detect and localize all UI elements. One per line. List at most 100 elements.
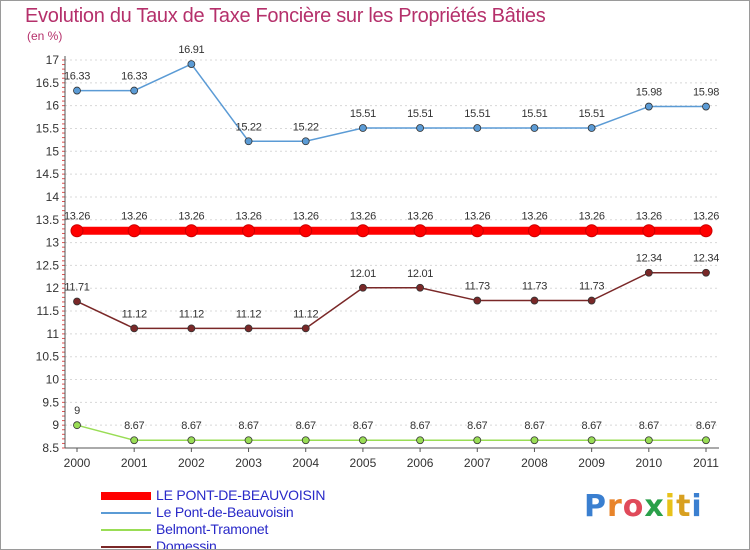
chart-title: Evolution du Taux de Taxe Foncière sur l… [25,5,546,27]
data-label: 12.01 [407,268,433,280]
x-tick-label: 2003 [235,456,262,470]
series-group: 16.33 16.33 16.91 15.22 15.22 15.51 15.51 15.51… [64,44,719,445]
proxiti-logo-letter: o [622,489,645,524]
y-tick-label: 9 [52,418,59,432]
y-tick-label: 12.5 [36,258,60,272]
legend-label: Le Pont-de-Beauvoisin [156,504,294,520]
series-line [76,424,706,441]
data-point [413,224,427,238]
x-tick-label: 2004 [292,456,319,470]
grid [65,59,719,449]
x-tick-label: 2007 [464,456,491,470]
x-tick-label: 2011 [693,456,719,470]
data-point [127,224,141,238]
data-point [416,124,424,132]
y-tick-label: 12 [46,281,60,295]
data-point [130,86,139,95]
data-point [699,224,713,238]
data-point [73,86,81,95]
data-label: 15.51 [407,108,433,120]
data-point [530,124,539,132]
legend-swatch-red [101,491,151,500]
data-label: 13.26 [350,211,376,223]
data-label: 13.26 [407,211,433,223]
legend-swatch-green [101,528,151,531]
data-point [644,102,653,111]
data-label: 8.67 [582,420,602,432]
data-point [530,296,539,305]
y-axis-ticks: 8.5 9 9.5 10 10.5 11 11.5 12 12.5 13 13.5 14 14.5 15 1… [36,53,60,455]
data-label: 11.12 [293,308,318,320]
legend-label: Belmont-Tramonet [156,521,269,537]
data-point [184,224,198,238]
legend-item-le-pont-de-beauvoisin-commune: LE PONT-DE-BEAUVOISIN [101,487,421,504]
data-point [244,436,253,445]
data-point [299,224,313,238]
data-label: 11.73 [522,281,547,293]
data-label: 11.71 [64,281,89,293]
y-tick-label: 14.5 [36,167,60,181]
data-label: 13.26 [464,211,490,223]
data-point [702,102,710,111]
proxiti-logo-letter: P [584,489,607,524]
legend-item-domessin: Domessin [101,538,421,550]
data-label: 13.26 [236,211,262,223]
data-label: 8.67 [410,420,430,432]
data-point [301,324,310,333]
data-label: 15.98 [693,87,719,99]
legend-swatch-blue [101,511,151,514]
x-tick-label: 2002 [178,456,205,470]
data-label: 8.67 [238,420,258,432]
data-label: 16.33 [121,71,147,83]
data-label: 11.73 [465,281,490,293]
data-label: 15.98 [636,87,662,99]
data-label: 15.51 [350,108,376,120]
data-point [587,296,596,305]
data-point [244,324,253,333]
data-point [359,436,367,445]
y-tick-label: 11.5 [37,304,60,318]
y-tick-label: 16.5 [36,76,60,90]
data-label: 13.26 [178,211,204,223]
data-label: 13.26 [293,211,319,223]
data-point [642,224,656,238]
proxiti-logo-letter: x [644,489,665,524]
legend-label: Domessin [156,538,217,550]
data-label: 8.67 [467,420,487,432]
data-label: 15.51 [521,108,547,120]
data-point [585,224,599,238]
data-point [473,296,482,305]
data-point [527,224,541,238]
data-label: 11.73 [579,281,604,293]
data-label: 13.26 [121,211,147,223]
data-point [473,436,482,445]
x-tick-label: 2008 [521,456,548,470]
data-point [702,436,710,445]
y-tick-label: 8.5 [42,441,59,455]
data-point [242,224,256,238]
y-tick-label: 15.5 [36,121,60,135]
data-label: 9 [74,405,80,417]
data-point [416,436,424,445]
data-point [587,436,596,445]
series-1: 13.26 13.26 13.26 13.26 13.26 13.26 13.26 13.26… [64,211,719,238]
data-label: 12.34 [693,253,719,265]
plot-area [65,60,719,448]
data-point [644,268,653,277]
data-label: 8.67 [524,420,544,432]
legend-item-belmont-tramonet: Belmont-Tramonet [101,521,421,538]
y-tick-label: 15 [46,144,60,158]
y-tick-label: 10.5 [36,350,60,364]
y-tick-label: 13 [46,236,60,250]
axes [62,56,719,449]
x-tick-label: 2001 [121,456,148,470]
data-point [702,268,710,277]
data-label: 16.91 [178,44,204,56]
data-point [301,436,310,445]
x-tick-label: 2006 [407,456,434,470]
data-label: 15.51 [464,108,490,120]
data-point [473,124,482,132]
data-label: 15.51 [579,108,605,120]
data-point [73,297,81,306]
